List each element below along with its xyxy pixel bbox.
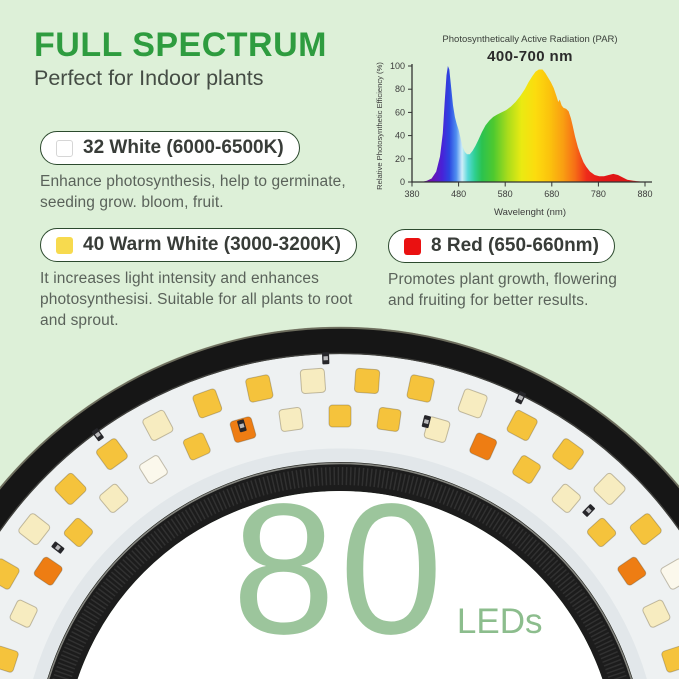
svg-text:780: 780 (591, 189, 606, 199)
led-count: 80 LEDs (232, 477, 542, 663)
svg-text:400-700 nm: 400-700 nm (487, 48, 573, 65)
feature-red-label: 8 Red (650-660nm) (431, 235, 599, 256)
feature-white-pill: 32 White (6000-6500K) (40, 131, 300, 165)
feature-white-desc: Enhance photosynthesis, help to germinat… (40, 173, 346, 211)
svg-text:880: 880 (637, 189, 652, 199)
svg-text:Wavelenght (nm): Wavelenght (nm) (494, 207, 566, 218)
svg-text:Relative Photosynthetic Effici: Relative Photosynthetic Efficiency (%) (375, 62, 384, 190)
svg-text:60: 60 (395, 107, 405, 117)
feature-warmwhite-pill: 40 Warm White (3000-3200K) (40, 228, 358, 262)
svg-text:40: 40 (395, 131, 405, 141)
svg-text:380: 380 (404, 189, 419, 199)
svg-text:680: 680 (544, 189, 559, 199)
feature-warmwhite-desc: It increases light intensity and enhance… (40, 270, 353, 329)
led-count-number: 80 (232, 466, 447, 673)
svg-text:100: 100 (390, 61, 405, 71)
led-count-unit: LEDs (456, 602, 543, 641)
svg-text:20: 20 (395, 154, 405, 164)
svg-text:580: 580 (498, 189, 513, 199)
svg-text:Photosynthetically Active Radi: Photosynthetically Active Radiation (PAR… (442, 34, 617, 45)
feature-warmwhite-label: 40 Warm White (3000-3200K) (83, 234, 342, 255)
page-title: FULL SPECTRUM (34, 26, 327, 64)
feature-red-pill: 8 Red (650-660nm) (388, 229, 615, 263)
resistor-components (51, 352, 595, 554)
svg-text:480: 480 (451, 189, 466, 199)
page-subtitle: Perfect for Indoor plants (34, 66, 264, 90)
par-chart-svg: 0 20 40 60 80 100 380 480 580 680 780 880 Photosynth… (375, 34, 653, 218)
feature-red-desc: Promotes plant growth, flowering and fru… (388, 271, 617, 309)
white-swatch (56, 139, 73, 157)
led-chips (0, 367, 679, 673)
par-chart: 0 20 40 60 80 100 380 480 580 680 780 880 Photosynth… (372, 26, 672, 226)
ring-light-svg (0, 326, 679, 679)
red-swatch (404, 237, 421, 255)
svg-text:80: 80 (395, 84, 405, 94)
warmwhite-swatch (56, 236, 73, 254)
feature-white-label: 32 White (6000-6500K) (83, 137, 284, 158)
ring-light-photo (0, 300, 679, 679)
spectrum-area (421, 66, 645, 182)
svg-text:0: 0 (400, 177, 405, 187)
